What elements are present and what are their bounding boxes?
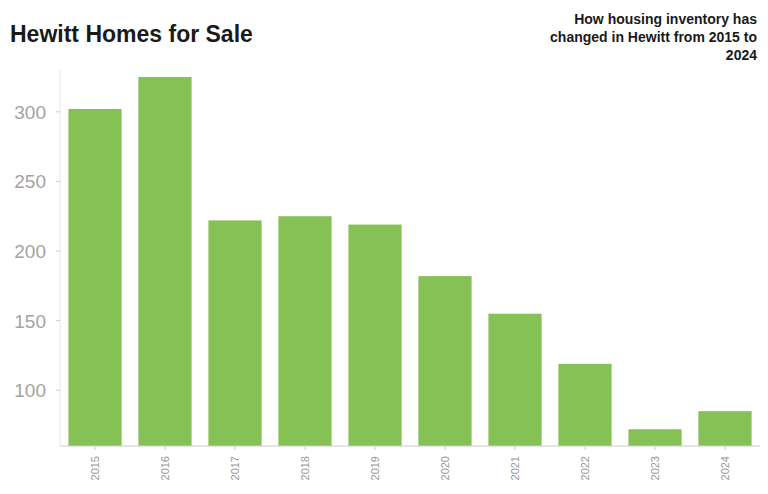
y-tick-label: 200 (14, 241, 46, 262)
x-tick-label: 2019 (369, 456, 381, 480)
y-tick (56, 251, 60, 252)
bar (698, 411, 751, 446)
y-tick (56, 390, 60, 391)
subtitle-line: 2024 (726, 47, 757, 63)
x-tick-label: 2017 (229, 456, 241, 480)
x-tick-label: 2015 (89, 456, 101, 480)
x-tick-label: 2023 (649, 456, 661, 480)
bar (558, 364, 611, 446)
x-tick-label: 2020 (439, 456, 451, 480)
bar (138, 77, 191, 446)
bar (208, 220, 261, 446)
x-tick-label: 2016 (159, 456, 171, 480)
x-tick (235, 446, 236, 450)
y-tick-label: 250 (14, 171, 46, 192)
bar (488, 314, 541, 446)
y-tick (56, 320, 60, 321)
subtitle-line: How housing inventory has (574, 11, 757, 27)
y-axis-line (60, 70, 61, 446)
x-tick (165, 446, 166, 450)
y-tick (56, 111, 60, 112)
bar (418, 276, 471, 446)
x-tick (375, 446, 376, 450)
x-tick (515, 446, 516, 450)
bar (628, 429, 681, 446)
y-tick-label: 300 (14, 102, 46, 123)
y-tick-label: 100 (14, 380, 46, 401)
x-tick (445, 446, 446, 450)
x-tick-label: 2022 (579, 456, 591, 480)
title: Hewitt Homes for Sale (10, 21, 253, 47)
bar (348, 225, 401, 446)
y-tick (56, 181, 60, 182)
bar (278, 216, 331, 446)
y-tick-label: 150 (14, 311, 46, 332)
subtitle-line: changed in Hewitt from 2015 to (550, 29, 757, 45)
bar (68, 109, 121, 446)
x-tick (305, 446, 306, 450)
x-tick (95, 446, 96, 450)
x-tick (655, 446, 656, 450)
x-tick (585, 446, 586, 450)
x-tick-label: 2021 (509, 456, 521, 480)
subtitle: How housing inventory has changed in Hewi… (550, 11, 757, 63)
chart: Hewitt Homes for Sale How housing invento… (0, 0, 768, 494)
x-tick-label: 2024 (719, 456, 731, 480)
x-tick (725, 446, 726, 450)
x-tick-label: 2018 (299, 456, 311, 480)
